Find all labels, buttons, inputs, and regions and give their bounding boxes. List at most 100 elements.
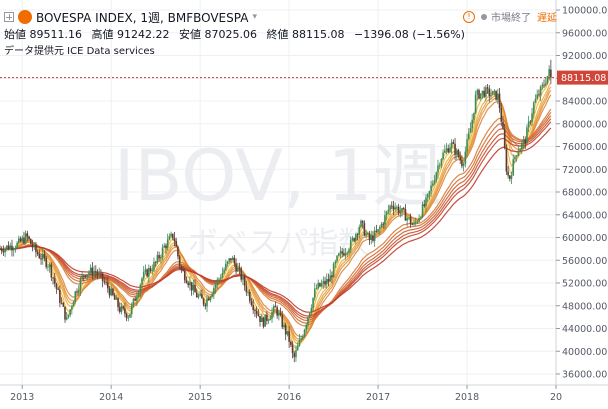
ema-line-30 <box>0 108 552 327</box>
candle-body <box>264 314 266 327</box>
candle-body <box>40 258 42 260</box>
candle-body <box>346 252 349 254</box>
candle-body <box>129 314 131 318</box>
candle-body <box>132 298 135 306</box>
candle-body <box>420 217 422 219</box>
candle-body <box>225 263 227 270</box>
open-label: 始値 <box>4 28 26 41</box>
candle-body <box>447 148 450 153</box>
symbol-logo-icon <box>18 10 32 24</box>
candle-body <box>416 221 419 223</box>
candle-body <box>367 233 369 235</box>
candle-body <box>226 261 229 264</box>
candle-body <box>353 238 355 241</box>
candle-body <box>440 159 443 166</box>
candle-body <box>33 244 36 248</box>
candle-body <box>539 86 542 96</box>
candle-body <box>209 296 212 301</box>
chevron-down-icon[interactable]: ▾ <box>252 12 257 22</box>
candle-body <box>6 245 8 249</box>
candle-body <box>532 102 535 114</box>
candle-body <box>257 314 260 316</box>
candle-body <box>452 142 455 144</box>
candle-body <box>9 245 12 250</box>
candle-body <box>435 172 438 181</box>
candle-body <box>142 271 145 279</box>
market-status-dot-icon <box>481 13 487 20</box>
candle-body <box>183 270 186 281</box>
candle-body <box>375 230 378 232</box>
candle-body <box>284 324 287 335</box>
candle-body <box>368 233 371 240</box>
candle-body <box>117 298 119 308</box>
candle-body <box>457 150 460 157</box>
candle-body <box>161 247 164 258</box>
candle-body <box>95 271 97 273</box>
candle-body <box>50 264 53 278</box>
price-tick-label: 92000.00 <box>562 51 607 62</box>
candle-body <box>402 207 405 210</box>
time-tick-label: 2018 <box>455 392 479 403</box>
symbol-title[interactable]: BOVESPA INDEX, 1週, BMFBOVESPA <box>36 10 249 25</box>
candle-body <box>538 94 540 96</box>
candle-body <box>77 290 80 293</box>
price-tick-label: 72000.00 <box>562 165 607 176</box>
time-tick-label: 2013 <box>10 392 34 403</box>
candle-body <box>192 285 195 291</box>
high-value: 91242.22 <box>117 28 170 41</box>
candle-body <box>189 282 191 286</box>
candle-body <box>48 264 51 267</box>
open-value: 89511.16 <box>29 28 83 41</box>
time-tick-label: 2016 <box>277 392 301 403</box>
candle-body <box>136 296 138 301</box>
price-tick-label: 52000.00 <box>562 279 607 290</box>
candle-body <box>478 90 480 99</box>
candle-body <box>325 279 328 285</box>
price-tick-label: 56000.00 <box>562 256 607 267</box>
price-tick-label: 44000.00 <box>562 324 607 335</box>
candle-body <box>272 306 275 312</box>
candle-body <box>195 292 198 298</box>
candle-body <box>531 113 533 122</box>
candle-body <box>0 248 3 252</box>
candle-body <box>408 217 410 219</box>
candle-body <box>370 235 373 240</box>
candle-body <box>89 267 92 273</box>
candle-body <box>409 217 412 225</box>
candle-body <box>11 245 13 251</box>
candle-body <box>527 121 530 128</box>
candle-body <box>88 272 90 275</box>
time-tick-label: 2017 <box>366 392 390 403</box>
candle-body <box>455 150 458 155</box>
candle-body <box>53 278 56 284</box>
candle-body <box>481 90 484 94</box>
candle-body <box>21 237 24 242</box>
ema-line-15 <box>0 94 552 338</box>
expand-icon[interactable] <box>4 12 14 22</box>
candle-body <box>469 128 472 133</box>
candle-body <box>454 143 456 155</box>
info-icon[interactable]: ! <box>463 10 475 23</box>
candle-body <box>413 222 415 225</box>
candle-body <box>313 288 316 298</box>
candle-body <box>207 298 210 301</box>
candle-body <box>260 317 263 322</box>
candle-body <box>341 251 343 254</box>
candle-body <box>187 282 189 286</box>
candles <box>0 59 552 363</box>
price-tick-label: 68000.00 <box>562 188 607 199</box>
candle-body <box>171 233 174 239</box>
candle-body <box>500 108 503 122</box>
candle-body <box>72 301 75 307</box>
candle-body <box>74 291 77 302</box>
candle-body <box>305 324 308 330</box>
candle-body <box>485 87 487 97</box>
delay-badge[interactable]: 遅延 <box>537 13 557 24</box>
candle-body <box>173 238 176 242</box>
candle-body <box>2 251 5 253</box>
candle-body <box>279 313 282 316</box>
price-tick-label: 48000.00 <box>562 301 607 312</box>
candle-body <box>428 191 431 195</box>
